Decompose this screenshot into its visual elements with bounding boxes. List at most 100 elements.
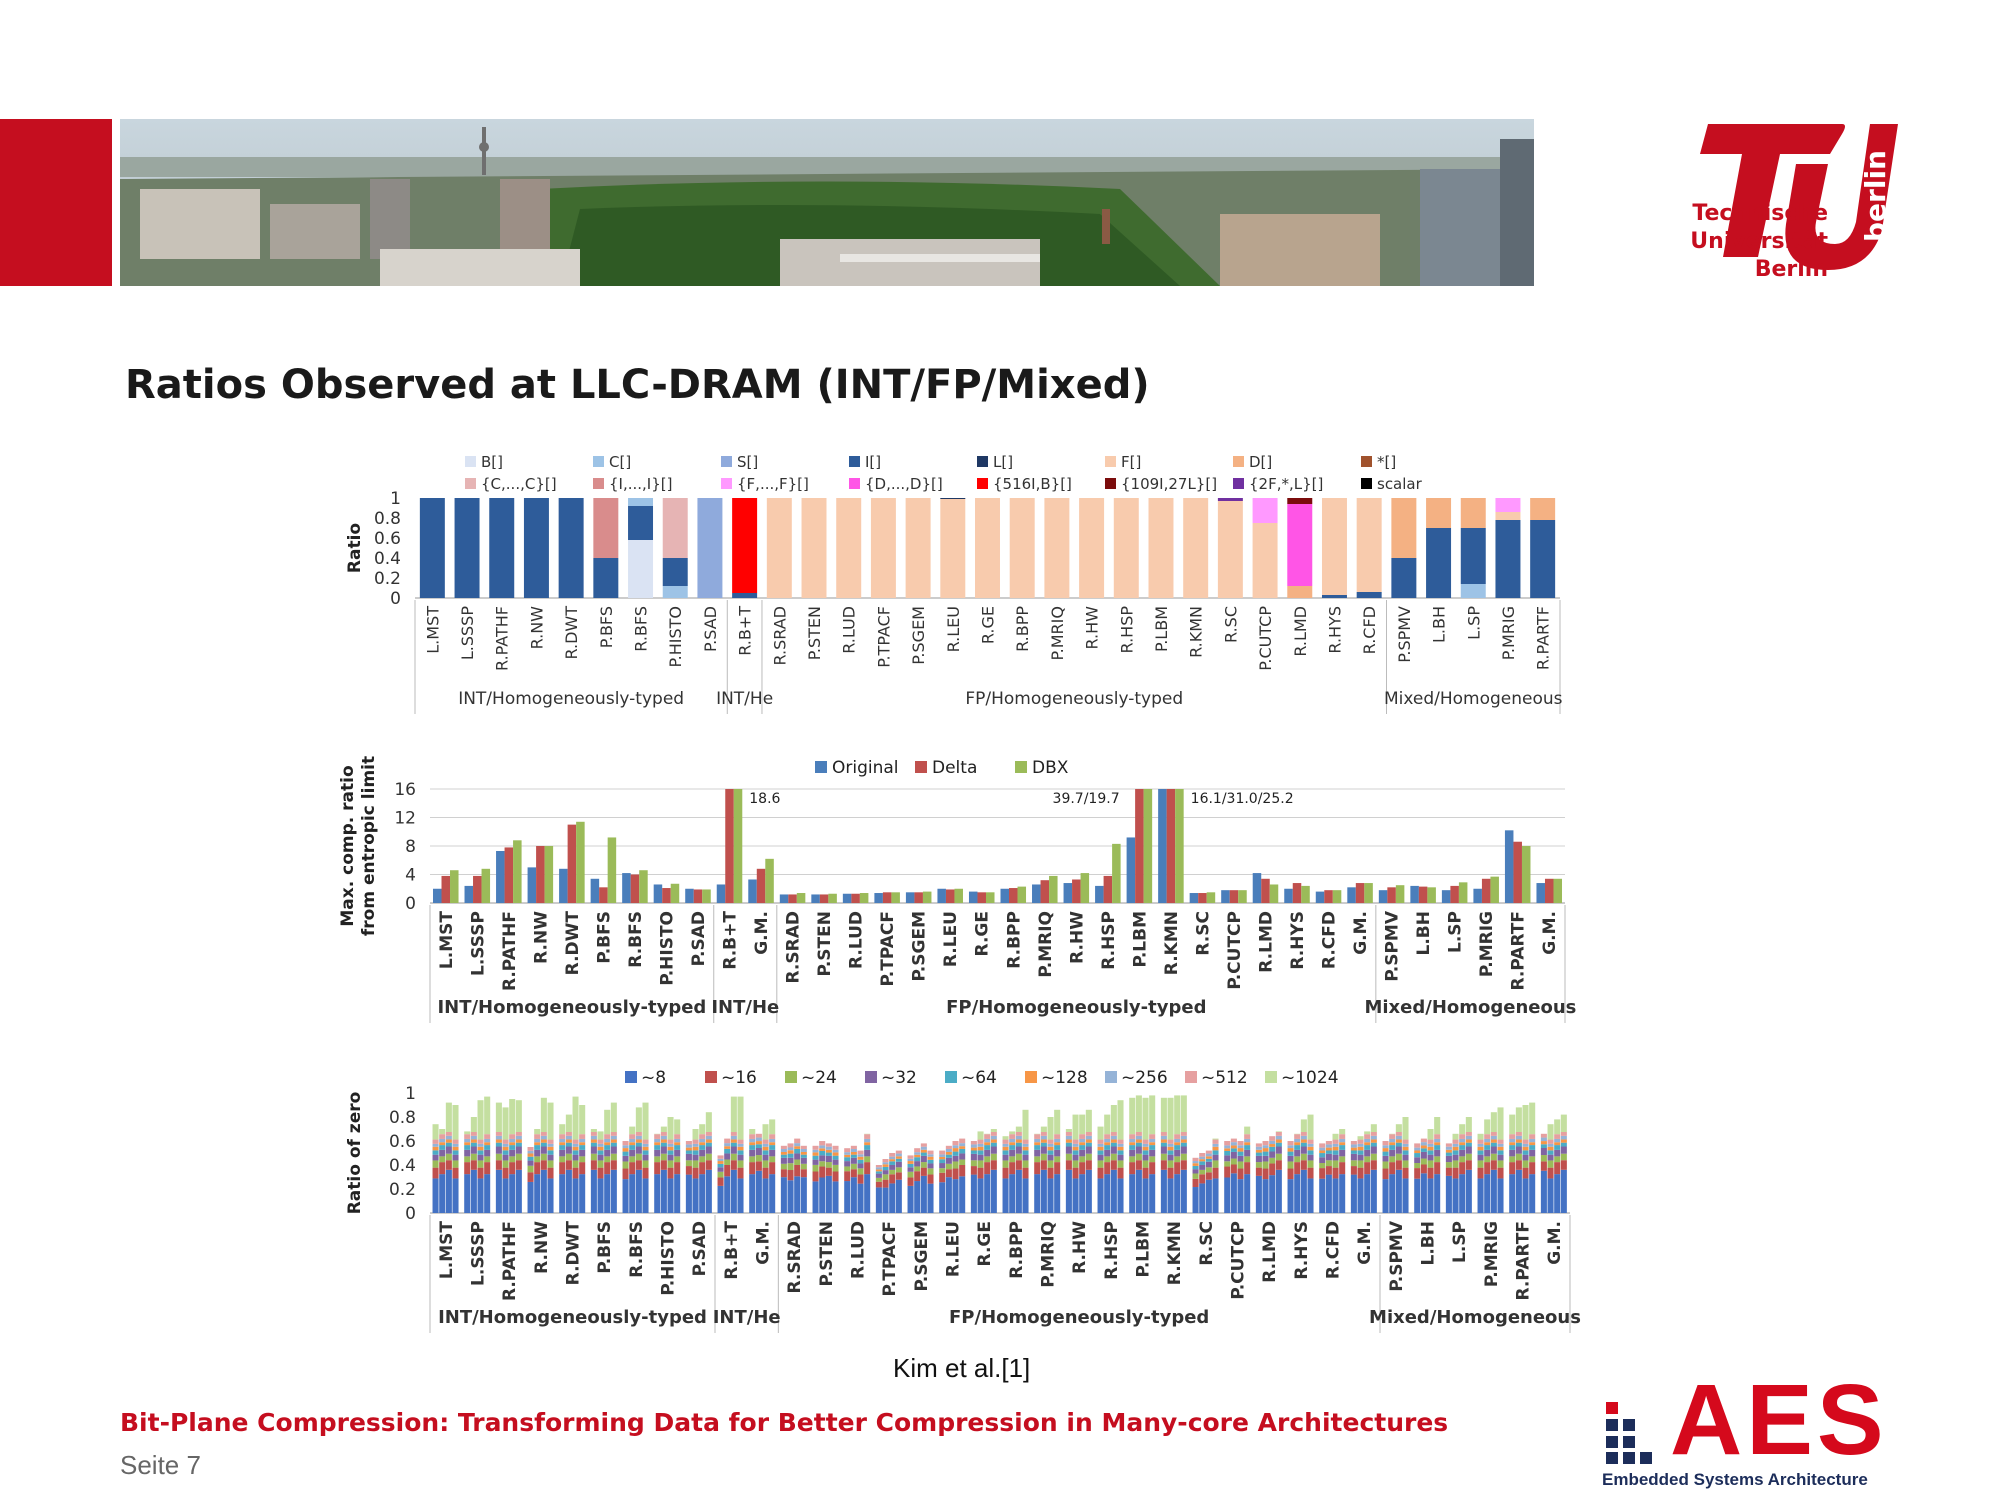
zero-bar-segment [1509, 1114, 1516, 1135]
zero-bar-segment [724, 1143, 731, 1147]
zero-bar-segment [1167, 1154, 1174, 1161]
zero-bar-segment [787, 1157, 794, 1164]
legend-label-256: ~256 [1121, 1068, 1168, 1088]
zero-bar-segment [1224, 1155, 1231, 1162]
bar-delta-g-m [1544, 878, 1554, 903]
zero-bar-segment [1452, 1167, 1459, 1179]
zero-bar-segment [547, 1167, 554, 1179]
zero-bar-segment [1389, 1134, 1396, 1139]
zero-bar-segment [1459, 1134, 1466, 1139]
zero-bar-segment [1262, 1145, 1269, 1149]
zero-bar-segment [1364, 1138, 1371, 1143]
zero-bar-segment [1117, 1160, 1124, 1168]
x-tick-label: P.CUTCP [1256, 606, 1275, 671]
zero-bar-segment [1104, 1134, 1111, 1139]
zero-bar-segment [1547, 1160, 1554, 1168]
zero-bar-segment [610, 1139, 617, 1143]
group-label-fp-homogeneously-typed: FP/Homogeneously-typed [949, 1307, 1209, 1328]
zero-bar-segment [439, 1129, 446, 1135]
zero-bar-segment [445, 1160, 452, 1170]
zero-bar-segment [667, 1117, 674, 1140]
bar-original-l-sssp [464, 885, 474, 903]
zero-bar-segment [1350, 1166, 1357, 1175]
zero-bar-segment [1117, 1154, 1124, 1161]
zero-bar-segment [674, 1134, 681, 1139]
zero-bar-segment [724, 1153, 731, 1160]
bar-segment-p-sad [697, 498, 723, 598]
zero-bar-segment [439, 1174, 446, 1213]
bar-delta-r-hys [1292, 883, 1302, 903]
x-tick-label: R.BFS [632, 606, 651, 652]
zero-bar-segment [495, 1160, 502, 1170]
x-tick-label: R.PARTF [1534, 606, 1553, 670]
zero-bar-segment [1465, 1139, 1472, 1143]
zero-bar-segment [977, 1154, 984, 1161]
zero-bar-segment [547, 1146, 554, 1151]
zero-bar-segment [1319, 1162, 1326, 1169]
zero-bar-segment [755, 1137, 762, 1142]
zero-bar-segment [1370, 1132, 1377, 1136]
legend-swatch-128 [1025, 1071, 1037, 1083]
bar-delta-r-bpp [1009, 888, 1018, 903]
zero-bar-segment [780, 1169, 787, 1178]
zero-bar-segment [1560, 1169, 1567, 1213]
zero-bar-segment [464, 1162, 471, 1175]
bar-original-l-sp [1441, 890, 1451, 903]
zero-bar-segment [705, 1132, 712, 1136]
zero-bar-segment [1015, 1153, 1022, 1161]
x-tick-label: P.LBM [1130, 911, 1150, 968]
zero-bar-segment [1104, 1145, 1111, 1150]
zero-bar-segment [534, 1145, 541, 1150]
zero-bar-segment [1224, 1148, 1231, 1151]
zero-bar-segment [597, 1139, 604, 1144]
zero-bar-segment [882, 1174, 889, 1180]
zero-bar-segment [939, 1168, 946, 1173]
zero-bar-segment [1072, 1178, 1079, 1213]
zero-bar-segment [699, 1149, 706, 1157]
zero-bar-segment [970, 1141, 977, 1145]
group-label-int-he: INT/He [713, 1307, 781, 1328]
bar-original-r-b-t [716, 884, 726, 903]
zero-bar-segment [515, 1160, 522, 1170]
bar-dbx-r-cfd [1332, 890, 1342, 903]
zero-bar-segment [1402, 1154, 1409, 1161]
zero-bar-segment [1034, 1149, 1041, 1157]
zero-bar-segment [1230, 1145, 1237, 1149]
zero-bar-segment [685, 1147, 692, 1151]
zero-bar-segment [1167, 1097, 1174, 1140]
zero-bar-segment [1079, 1114, 1086, 1135]
zero-bar-segment [495, 1135, 502, 1140]
zero-bar-segment [484, 1162, 491, 1175]
zero-bar-segment [1034, 1162, 1041, 1175]
zero-bar-segment [534, 1134, 541, 1139]
zero-bar-segment [1160, 1132, 1167, 1136]
zero-bar-segment [1135, 1135, 1142, 1140]
zero-bar-segment [1307, 1143, 1314, 1147]
zero-bar-segment [730, 1160, 737, 1170]
zero-bar-segment [825, 1167, 832, 1176]
zero-bar-segment [1350, 1153, 1357, 1161]
zero-bar-segment [667, 1167, 674, 1179]
x-tick-label: G.M. [1355, 1221, 1375, 1265]
zero-bar-segment [1212, 1138, 1219, 1140]
zero-bar-segment [1540, 1170, 1547, 1213]
y-tick-label: 12 [394, 809, 416, 829]
zero-bar-segment [850, 1177, 857, 1213]
legend-label-dbx: DBX [1032, 758, 1069, 778]
zero-bar-segment [1560, 1114, 1567, 1132]
zero-bar-segment [1275, 1139, 1282, 1143]
zero-bar-segment [1370, 1124, 1377, 1132]
bar-segment-l-sp [1460, 498, 1486, 528]
bar-segment-p-mrig [1495, 498, 1521, 512]
zero-bar-segment [1085, 1132, 1092, 1136]
zero-bar-segment [1022, 1109, 1029, 1140]
zero-bar-segment [1022, 1178, 1029, 1213]
zero-bar-segment [1370, 1142, 1377, 1147]
zero-bar-segment [1395, 1135, 1402, 1140]
bar-original-r-lmd [1252, 873, 1262, 903]
x-tick-label: P.STEN [815, 911, 835, 976]
zero-bar-segment [1002, 1136, 1009, 1140]
zero-bar-segment [1554, 1174, 1561, 1213]
zero-bar-segment [1255, 1162, 1262, 1168]
zero-bar-segment [1047, 1139, 1054, 1144]
